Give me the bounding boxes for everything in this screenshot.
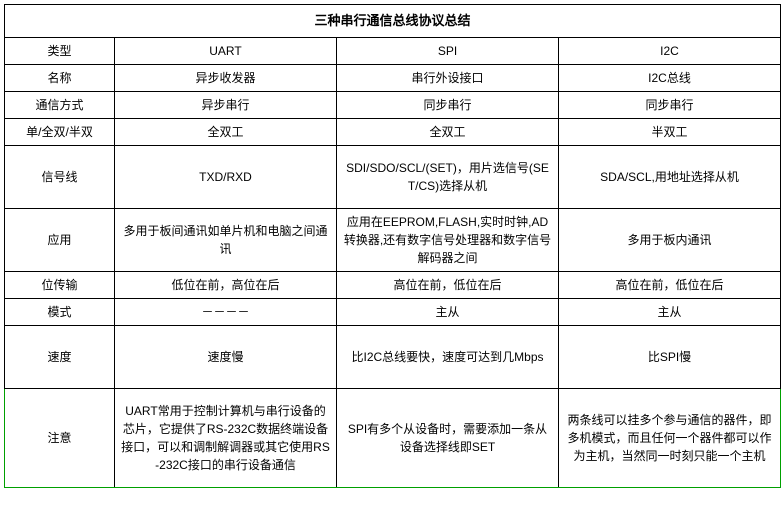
- row-label: 信号线: [5, 145, 115, 208]
- row-label: 单/全双/半双: [5, 118, 115, 145]
- cell: 多用于板内通讯: [559, 208, 781, 271]
- cell: UART常用于控制计算机与串行设备的芯片，它提供了RS-232C数据终端设备接口…: [115, 388, 337, 487]
- cell: 同步串行: [559, 91, 781, 118]
- cell: 高位在前，低位在后: [559, 271, 781, 298]
- table-row: 模式 －－－－ 主从 主从: [5, 298, 781, 325]
- row-label: 位传输: [5, 271, 115, 298]
- table-row: 速度 速度慢 比I2C总线要快，速度可达到几Mbps 比SPI慢: [5, 325, 781, 388]
- col-header-uart: UART: [115, 37, 337, 64]
- cell: SDI/SDO/SCL/(SET)，用片选信号(SET/CS)选择从机: [337, 145, 559, 208]
- cell: SDA/SCL,用地址选择从机: [559, 145, 781, 208]
- cell: 高位在前，低位在后: [337, 271, 559, 298]
- row-label: 速度: [5, 325, 115, 388]
- table-header-row: 类型 UART SPI I2C: [5, 37, 781, 64]
- col-header-type: 类型: [5, 37, 115, 64]
- row-label: 应用: [5, 208, 115, 271]
- row-label: 通信方式: [5, 91, 115, 118]
- cell: 串行外设接口: [337, 64, 559, 91]
- cell: TXD/RXD: [115, 145, 337, 208]
- cell: 全双工: [337, 118, 559, 145]
- cell: I2C总线: [559, 64, 781, 91]
- cell: 两条线可以挂多个参与通信的器件，即多机模式，而且任何一个器件都可以作为主机，当然…: [559, 388, 781, 487]
- cell: SPI有多个从设备时，需要添加一条从设备选择线即SET: [337, 388, 559, 487]
- table-row: 应用 多用于板间通讯如单片机和电脑之间通讯 应用在EEPROM,FLASH,实时…: [5, 208, 781, 271]
- table-row: 信号线 TXD/RXD SDI/SDO/SCL/(SET)，用片选信号(SET/…: [5, 145, 781, 208]
- cell: 主从: [337, 298, 559, 325]
- table-row: 位传输 低位在前，高位在后 高位在前，低位在后 高位在前，低位在后: [5, 271, 781, 298]
- cell: 速度慢: [115, 325, 337, 388]
- row-label: 名称: [5, 64, 115, 91]
- cell: 比SPI慢: [559, 325, 781, 388]
- col-header-i2c: I2C: [559, 37, 781, 64]
- cell: 异步收发器: [115, 64, 337, 91]
- cell: 多用于板间通讯如单片机和电脑之间通讯: [115, 208, 337, 271]
- table-row: 通信方式 异步串行 同步串行 同步串行: [5, 91, 781, 118]
- cell: 全双工: [115, 118, 337, 145]
- cell: 异步串行: [115, 91, 337, 118]
- protocol-comparison-table: 三种串行通信总线协议总结 类型 UART SPI I2C 名称 异步收发器 串行…: [4, 4, 781, 488]
- row-label: 注意: [5, 388, 115, 487]
- cell: 主从: [559, 298, 781, 325]
- table-row: 名称 异步收发器 串行外设接口 I2C总线: [5, 64, 781, 91]
- table-title-row: 三种串行通信总线协议总结: [5, 5, 781, 38]
- cell: 半双工: [559, 118, 781, 145]
- table-row-highlight: 注意 UART常用于控制计算机与串行设备的芯片，它提供了RS-232C数据终端设…: [5, 388, 781, 487]
- cell: 同步串行: [337, 91, 559, 118]
- table-row: 单/全双/半双 全双工 全双工 半双工: [5, 118, 781, 145]
- cell: －－－－: [115, 298, 337, 325]
- cell: 低位在前，高位在后: [115, 271, 337, 298]
- cell: 应用在EEPROM,FLASH,实时时钟,AD转换器,还有数字信号处理器和数字信…: [337, 208, 559, 271]
- cell: 比I2C总线要快，速度可达到几Mbps: [337, 325, 559, 388]
- col-header-spi: SPI: [337, 37, 559, 64]
- row-label: 模式: [5, 298, 115, 325]
- table-title: 三种串行通信总线协议总结: [5, 5, 781, 38]
